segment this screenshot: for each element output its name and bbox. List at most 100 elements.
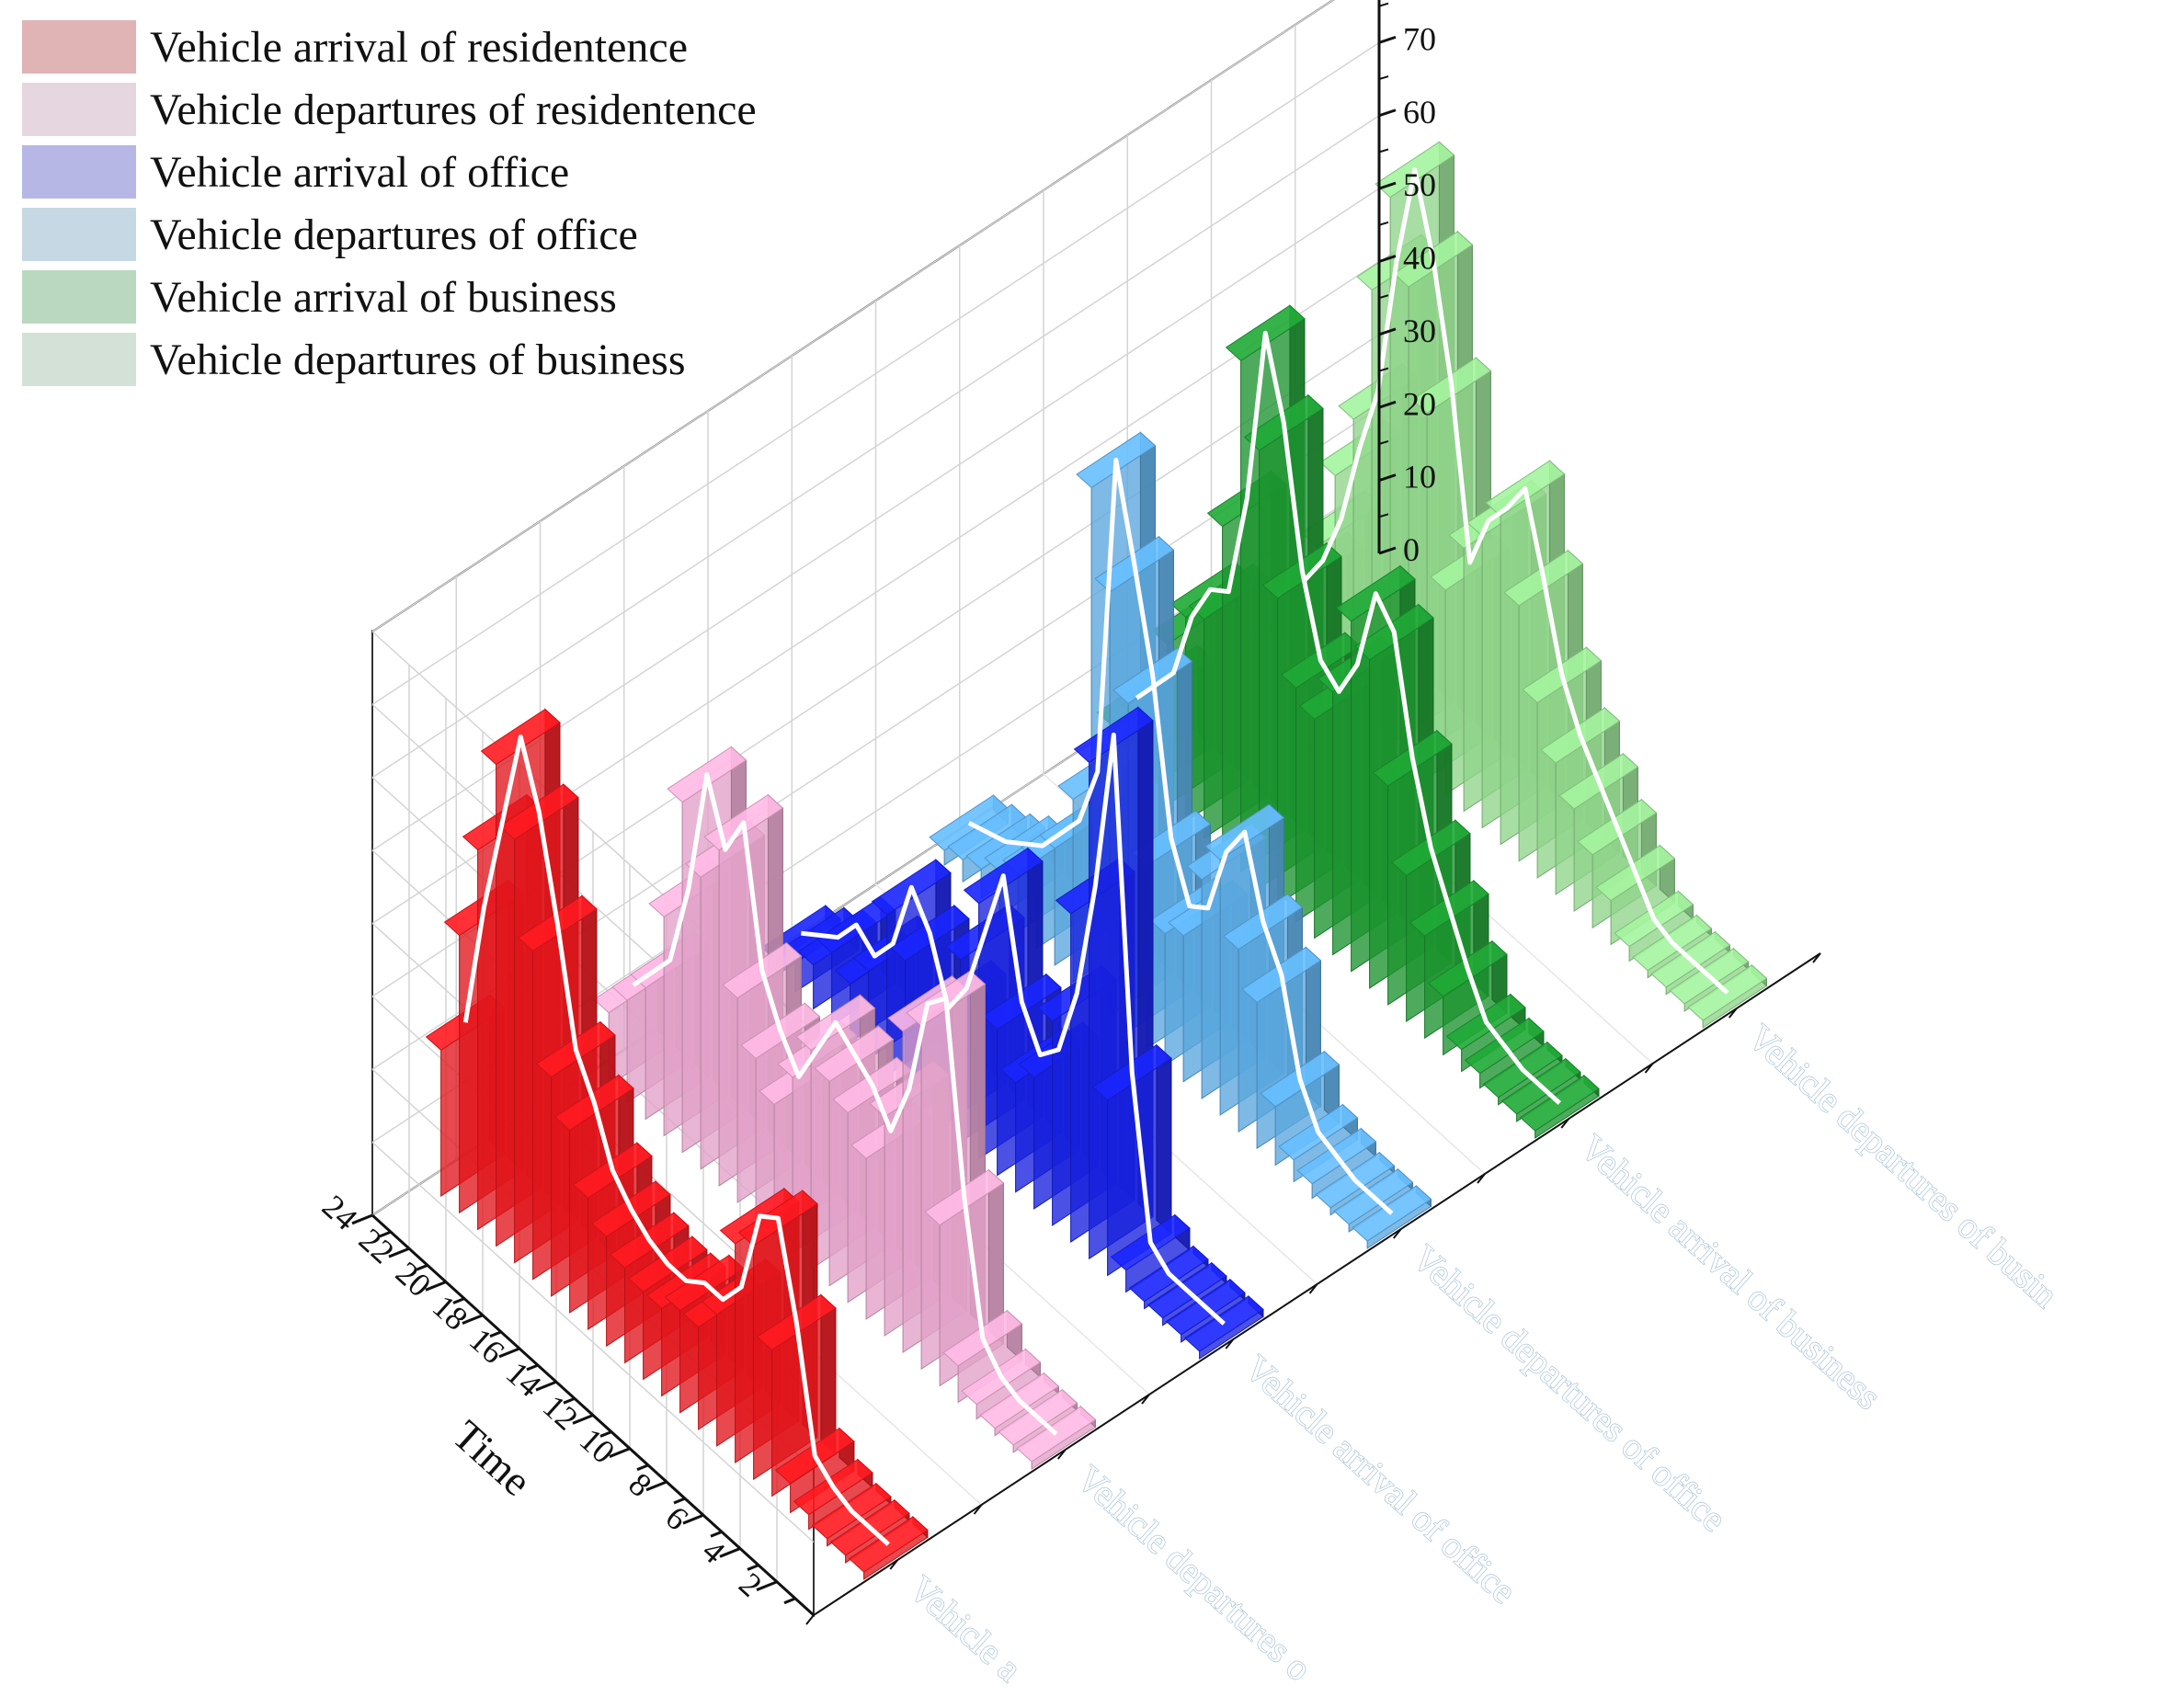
series-line: [801, 732, 1226, 1326]
z-minor-tick-mark: [1378, 148, 1389, 154]
legend-swatch: [22, 20, 136, 74]
category-tick-label: Vehicle arrival of business: [1572, 1126, 1889, 1418]
time-tick-mark: [452, 1297, 465, 1304]
category-tick-mark: [1308, 1283, 1318, 1294]
time-tick-mark: [416, 1263, 428, 1271]
time-tick-label: 6: [658, 1498, 695, 1537]
time-tick-mark: [388, 1247, 410, 1258]
z-minor-tick-mark: [1378, 75, 1389, 81]
time-tick-mark: [682, 1513, 704, 1525]
time-tick-mark: [756, 1580, 778, 1591]
z-minor-tick-mark: [1378, 221, 1389, 226]
category-tick-mark: [1644, 1063, 1654, 1074]
z-tick-label: 10: [1403, 459, 1436, 495]
category-tick-label: Vehicle arrival of office: [1237, 1347, 1524, 1611]
legend-swatch: [22, 83, 136, 136]
z-tick-label: 40: [1403, 240, 1436, 277]
legend-item: Vehicle departures of business: [22, 333, 686, 386]
legend-label: Vehicle departures of office: [150, 211, 638, 259]
z-minor-tick-mark: [1378, 294, 1389, 300]
legend-item: Vehicle arrival of residentence: [22, 20, 688, 74]
legend-swatch: [22, 333, 136, 386]
z-tick-label: 30: [1403, 313, 1436, 349]
category-tick-mark: [973, 1504, 983, 1515]
z-tick-mark: [1378, 255, 1397, 263]
time-tick-mark: [379, 1230, 392, 1238]
category-tick-mark: [1056, 1449, 1067, 1460]
z-tick-mark: [1378, 400, 1397, 409]
time-tick-mark: [489, 1330, 502, 1338]
time-tick-mark: [425, 1281, 447, 1292]
series-line: [462, 734, 890, 1546]
z-tick-mark: [1378, 546, 1397, 555]
category-tick-label: Vehicle departures of office: [1405, 1236, 1735, 1539]
legend-label: Vehicle arrival of office: [150, 148, 569, 197]
legend-item: Vehicle departures of office: [22, 208, 638, 261]
legend-label: Vehicle departures of residentence: [150, 85, 757, 134]
legend-item: Vehicle departures of residentence: [22, 83, 757, 136]
time-tick-mark: [636, 1463, 649, 1472]
time-tick-mark: [498, 1347, 520, 1359]
z-minor-tick-mark: [1378, 439, 1389, 445]
category-tick-mark: [1477, 1173, 1486, 1184]
z-tick-label: 0: [1403, 531, 1420, 568]
legend-item: Vehicle arrival of office: [22, 145, 569, 199]
legend-label: Vehicle departures of business: [150, 336, 686, 384]
series-line: [1135, 330, 1561, 1105]
time-tick-mark: [599, 1430, 612, 1438]
time-tick-label: 4: [695, 1532, 732, 1571]
z-tick-label: 60: [1403, 94, 1436, 131]
time-tick-label: 24: [315, 1188, 365, 1237]
legend-swatch: [22, 270, 136, 324]
z-tick-mark: [1378, 108, 1397, 118]
category-tick-mark: [805, 1614, 815, 1625]
z-minor-tick-mark: [1378, 367, 1389, 372]
time-tick-mark: [719, 1547, 741, 1558]
z-minor-tick-mark: [1378, 513, 1389, 518]
z-tick-label: 20: [1403, 385, 1436, 422]
time-tick-mark: [535, 1380, 557, 1392]
z-tick-mark: [1378, 327, 1397, 336]
time-tick-mark: [563, 1396, 576, 1405]
series-line: [1302, 167, 1729, 995]
legend: Vehicle arrival of residentence Vehicle d…: [22, 20, 757, 386]
time-tick-label: 2: [732, 1566, 769, 1604]
category-tick-mark: [1225, 1338, 1235, 1349]
series-line: [967, 457, 1394, 1215]
category-tick-label: Vehicle a: [901, 1567, 1030, 1689]
time-tick-mark: [747, 1564, 759, 1571]
time-tick-mark: [351, 1213, 373, 1225]
time-tick-mark: [462, 1314, 484, 1325]
series-line: [632, 772, 1058, 1436]
time-tick-mark: [572, 1414, 594, 1425]
time-tick-mark: [609, 1447, 631, 1458]
legend-item: Vehicle arrival of business: [22, 270, 617, 324]
category-tick-mark: [1812, 952, 1821, 963]
category-tick-label: Vehicle departures of busin: [1740, 1016, 2067, 1315]
legend-swatch: [22, 145, 136, 199]
time-tick-mark: [526, 1363, 539, 1372]
z-tick-mark: [1378, 35, 1397, 44]
bar-side-face: [1156, 1043, 1172, 1235]
legend-label: Vehicle arrival of business: [150, 273, 617, 322]
time-tick-mark: [645, 1480, 667, 1492]
time-tick-mark: [710, 1530, 723, 1538]
category-tick-mark: [1728, 1008, 1738, 1019]
time-tick-mark: [783, 1597, 796, 1605]
category-tick-mark: [1141, 1394, 1150, 1405]
time-axis-title: Time: [444, 1411, 541, 1505]
series-lines-layer: [462, 167, 1729, 1546]
z-tick-label: 50: [1403, 166, 1436, 203]
time-tick-mark: [673, 1497, 686, 1505]
bar-side-face: [820, 1293, 837, 1455]
time-tick-label: 8: [622, 1465, 658, 1504]
category-tick-mark: [1392, 1228, 1402, 1239]
category-tick-label: Vehicle departures o: [1069, 1457, 1320, 1689]
category-tick-mark: [1560, 1118, 1570, 1129]
legend-swatch: [22, 208, 136, 261]
z-tick-label: 70: [1403, 20, 1436, 57]
z-tick-mark: [1378, 473, 1397, 483]
legend-label: Vehicle arrival of residentence: [150, 23, 688, 72]
category-tick-mark: [889, 1559, 899, 1570]
